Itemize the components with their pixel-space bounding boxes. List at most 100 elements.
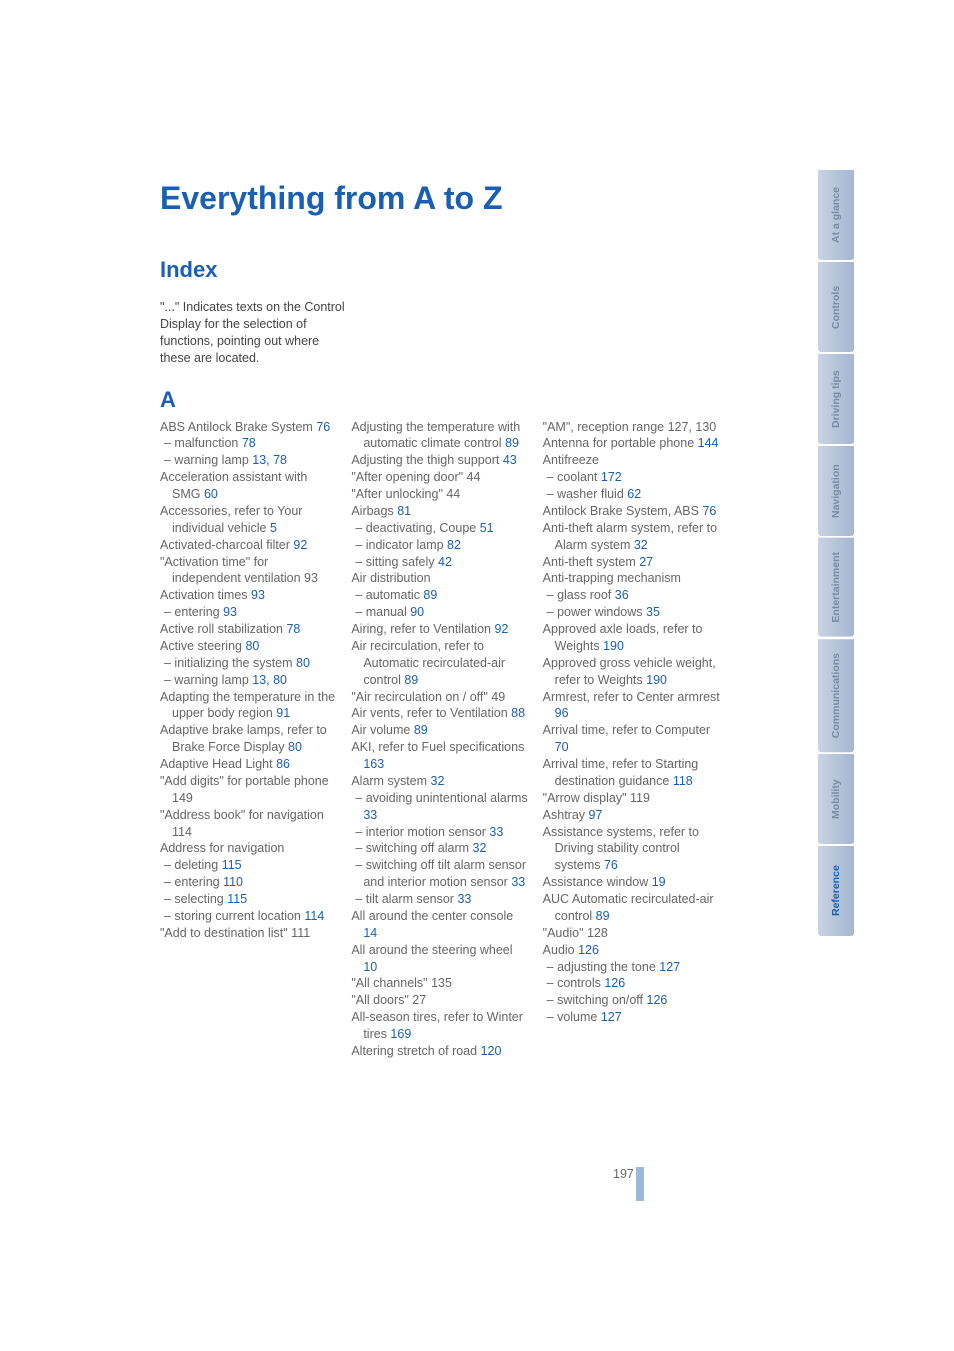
page-reference[interactable]: 27 [639, 555, 653, 569]
index-entry-text: AUC Automatic recirculated-air control [543, 892, 714, 923]
index-entry-text: Air vents, refer to Ventilation [351, 706, 511, 720]
index-entry-text: "Add to destination list" 111 [160, 926, 310, 940]
page-reference[interactable]: 42 [438, 555, 452, 569]
page-reference[interactable]: 14 [363, 926, 377, 940]
index-entry-text: – deleting [164, 858, 222, 872]
page-reference[interactable]: 32 [634, 538, 648, 552]
page-reference[interactable]: 127 [659, 960, 680, 974]
page-reference[interactable]: 89 [414, 723, 428, 737]
index-entry: "All doors" 27 [351, 992, 528, 1009]
page-reference[interactable]: 33 [363, 808, 377, 822]
page-reference[interactable]: 172 [601, 470, 622, 484]
page-reference[interactable]: 110 [223, 875, 243, 889]
index-subentry: – selecting 115 [160, 891, 337, 908]
page-reference[interactable]: 13, 80 [252, 673, 287, 687]
side-tab-driving-tips[interactable]: Driving tips [818, 354, 854, 444]
page-reference[interactable]: 89 [505, 436, 519, 450]
page-reference[interactable]: 81 [397, 504, 411, 518]
page-reference[interactable]: 92 [494, 622, 508, 636]
page-reference[interactable]: 80 [245, 639, 259, 653]
page-reference[interactable]: 5 [270, 521, 277, 535]
page-reference[interactable]: 163 [363, 757, 384, 771]
page-reference[interactable]: 89 [596, 909, 610, 923]
index-entry-text: "After opening door" 44 [351, 470, 480, 484]
page-reference[interactable]: 86 [276, 757, 290, 771]
index-entry-text: – warning lamp [164, 673, 252, 687]
index-entry: Anti-theft system 27 [543, 554, 720, 571]
page-reference[interactable]: 89 [423, 588, 437, 602]
index-entry: Antifreeze [543, 452, 720, 469]
page-reference[interactable]: 93 [251, 588, 265, 602]
page-reference[interactable]: 32 [473, 841, 487, 855]
page-reference[interactable]: 35 [646, 605, 660, 619]
index-subentry: – power windows 35 [543, 604, 720, 621]
index-entry-text: "AM", reception range 127, 130 [543, 420, 717, 434]
page-reference[interactable]: 51 [480, 521, 494, 535]
page-reference[interactable]: 32 [431, 774, 445, 788]
page-reference[interactable]: 10 [363, 960, 377, 974]
index-entry-text: "After unlocking" 44 [351, 487, 460, 501]
page-reference[interactable]: 43 [503, 453, 517, 467]
page-reference[interactable]: 118 [673, 774, 693, 788]
page-reference[interactable]: 97 [589, 808, 603, 822]
page-reference[interactable]: 114 [304, 909, 324, 923]
page-reference[interactable]: 62 [627, 487, 641, 501]
page-reference[interactable]: 76 [702, 504, 716, 518]
page-reference[interactable]: 126 [578, 943, 599, 957]
index-entry-text: ABS Antilock Brake System [160, 420, 316, 434]
page-reference[interactable]: 36 [615, 588, 629, 602]
page-reference[interactable]: 33 [489, 825, 503, 839]
page-reference[interactable]: 91 [276, 706, 290, 720]
index-column-1: ABS Antilock Brake System 76– malfunctio… [160, 419, 337, 1060]
side-tab-controls[interactable]: Controls [818, 262, 854, 352]
index-entry-text: – glass roof [547, 588, 615, 602]
page-reference[interactable]: 120 [481, 1044, 502, 1058]
side-tab-reference[interactable]: Reference [818, 846, 854, 936]
page-reference[interactable]: 78 [242, 436, 256, 450]
page-reference[interactable]: 70 [555, 740, 569, 754]
page-reference[interactable]: 33 [511, 875, 525, 889]
page-reference[interactable]: 76 [604, 858, 618, 872]
side-tab-communications[interactable]: Communications [818, 639, 854, 752]
side-tab-at-a-glance[interactable]: At a glance [818, 170, 854, 260]
page-reference[interactable]: 127 [601, 1010, 622, 1024]
index-entry: All-season tires, refer to Winter tires … [351, 1009, 528, 1043]
page-reference[interactable]: 92 [293, 538, 307, 552]
page-reference[interactable]: 93 [223, 605, 237, 619]
side-tab-mobility[interactable]: Mobility [818, 754, 854, 844]
page-reference[interactable]: 76 [316, 420, 330, 434]
page-reference[interactable]: 144 [698, 436, 719, 450]
side-tab-navigation[interactable]: Navigation [818, 446, 854, 536]
page-reference[interactable]: 190 [603, 639, 624, 653]
page-reference[interactable]: 82 [447, 538, 461, 552]
index-entry: Alarm system 32 [351, 773, 528, 790]
index-entry-text: – power windows [547, 605, 646, 619]
page-reference[interactable]: 33 [457, 892, 471, 906]
page-reference[interactable]: 115 [222, 858, 242, 872]
index-subentry: – warning lamp 13, 78 [160, 452, 337, 469]
index-entry: All around the steering wheel 10 [351, 942, 528, 976]
page-reference[interactable]: 126 [647, 993, 668, 1007]
page-reference[interactable]: 96 [555, 706, 569, 720]
page-reference[interactable]: 60 [204, 487, 218, 501]
page-reference[interactable]: 89 [404, 673, 418, 687]
index-entry-text: – adjusting the tone [547, 960, 660, 974]
index-entry: Approved gross vehicle weight, refer to … [543, 655, 720, 689]
page-reference[interactable]: 190 [646, 673, 667, 687]
page-reference[interactable]: 115 [227, 892, 247, 906]
page-reference[interactable]: 80 [296, 656, 310, 670]
page-reference[interactable]: 126 [604, 976, 625, 990]
page-reference[interactable]: 88 [511, 706, 525, 720]
page-reference[interactable]: 19 [652, 875, 666, 889]
index-subentry: – deactivating, Coupe 51 [351, 520, 528, 537]
side-tab-entertainment[interactable]: Entertainment [818, 538, 854, 637]
index-entry: Airing, refer to Ventilation 92 [351, 621, 528, 638]
page-reference[interactable]: 78 [286, 622, 300, 636]
index-entry: Acceleration assistant with SMG 60 [160, 469, 337, 503]
page-reference[interactable]: 90 [410, 605, 424, 619]
intro-text: "..." Indicates texts on the Control Dis… [160, 299, 350, 367]
page-reference[interactable]: 80 [288, 740, 302, 754]
page-reference[interactable]: 13, 78 [252, 453, 287, 467]
page-reference[interactable]: 169 [390, 1027, 411, 1041]
index-entry-text: Accessories, refer to Your individual ve… [160, 504, 302, 535]
